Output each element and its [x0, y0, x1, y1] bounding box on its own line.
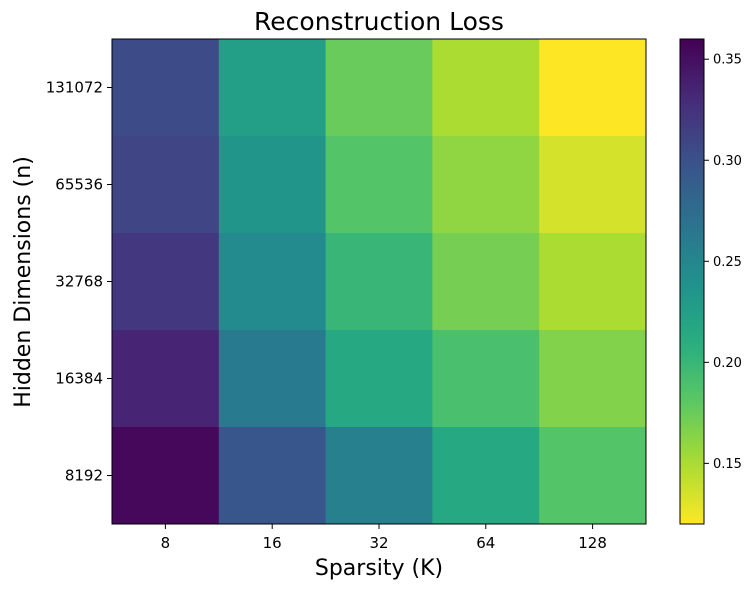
- heatmap-cell: [325, 330, 433, 428]
- heatmap-cell: [218, 136, 327, 234]
- y-tick-label: 16384: [55, 370, 103, 388]
- heatmap-cell: [112, 233, 220, 331]
- heatmap-cell: [218, 39, 327, 137]
- heatmap-cell: [218, 233, 327, 331]
- heatmap-cell: [539, 330, 647, 428]
- y-axis-ticks: 131072 65536 32768 16384 8192: [46, 79, 112, 485]
- heatmap-cell: [539, 427, 647, 525]
- y-tick-label: 8192: [65, 467, 103, 485]
- heatmap-cell: [218, 330, 327, 428]
- heatmap-cell: [325, 136, 433, 234]
- heatmap-cell: [112, 330, 220, 428]
- heatmap-cell: [112, 136, 220, 234]
- heatmap-cell: [539, 233, 647, 331]
- y-tick-label: 65536: [55, 176, 103, 194]
- y-axis-label: Hidden Dimensions (n): [11, 156, 36, 408]
- heatmap-cell: [432, 427, 540, 525]
- x-tick-label: 16: [263, 534, 282, 552]
- colorbar: [679, 38, 705, 525]
- heatmap-cell: [432, 330, 540, 428]
- y-tick-label: 32768: [55, 273, 103, 291]
- heatmap-cells: [112, 39, 647, 525]
- x-tick-label: 32: [369, 534, 388, 552]
- colorbar-ticks: 0.15 0.20 0.25 0.30 0.35: [704, 53, 742, 472]
- heatmap-cell: [539, 136, 647, 234]
- x-tick-label: 64: [476, 534, 495, 552]
- x-axis-label: Sparsity (K): [315, 556, 443, 581]
- colorbar-tick-label: 0.25: [713, 255, 742, 270]
- heatmap-cell: [432, 233, 540, 331]
- plot-frame: [111, 38, 647, 525]
- colorbar-tick-label: 0.35: [713, 53, 742, 68]
- x-tick-label: 8: [161, 534, 171, 552]
- colorbar-tick-label: 0.20: [713, 356, 742, 371]
- heatmap-cell: [325, 427, 433, 525]
- heatmap-cell: [539, 39, 647, 137]
- heatmap-cell: [325, 233, 433, 331]
- x-tick-label: 128: [578, 534, 607, 552]
- colorbar-tick-label: 0.30: [713, 154, 742, 169]
- heatmap-cell: [432, 39, 540, 137]
- heatmap-cell: [218, 427, 327, 525]
- chart-title: Reconstruction Loss: [254, 7, 504, 36]
- heatmap-cell: [112, 427, 220, 525]
- colorbar-tick-label: 0.15: [713, 457, 742, 472]
- x-axis-ticks: 8 16 32 64 128: [161, 524, 607, 552]
- y-tick-label: 131072: [46, 79, 103, 97]
- heatmap-cell: [432, 136, 540, 234]
- heatmap-cell: [325, 39, 433, 137]
- heatmap-cell: [112, 39, 220, 137]
